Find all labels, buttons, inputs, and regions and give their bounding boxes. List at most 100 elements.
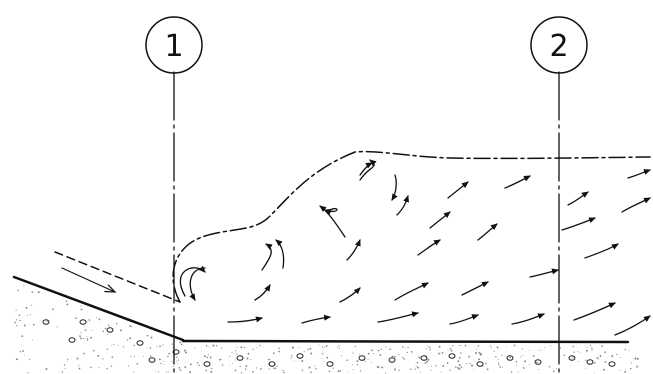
sediment-grain: [544, 347, 546, 349]
sediment-grain: [339, 370, 342, 372]
sediment-grain: [456, 366, 459, 369]
sediment-grain: [337, 370, 340, 373]
sediment-grain: [458, 344, 460, 346]
sediment-grain: [177, 359, 180, 361]
sediment-grain: [79, 335, 81, 337]
sediment-grain: [573, 351, 575, 353]
sediment-grain: [537, 369, 539, 370]
sediment-grain: [476, 349, 478, 351]
sediment-grain: [37, 291, 40, 294]
sediment-grain: [478, 351, 481, 354]
sediment-grain: [367, 352, 370, 355]
sediment-grain: [246, 357, 249, 360]
sediment-grain: [577, 351, 579, 353]
sediment-grain: [636, 365, 639, 368]
sediment-grain: [110, 345, 112, 347]
incoming-flow-arrow: [61, 267, 115, 292]
flow-arrow: [319, 205, 346, 238]
sediment-grain: [156, 346, 158, 348]
sediment-grain: [92, 349, 95, 352]
sediment-grain: [303, 351, 305, 353]
sediment-grain: [66, 303, 69, 306]
sediment-grain: [418, 356, 421, 359]
sediment-grain: [252, 370, 254, 373]
sediment-grain: [86, 337, 88, 340]
flow-arrow: [573, 302, 616, 321]
sediment-pebble: [358, 355, 366, 361]
sediment-grain: [252, 348, 254, 350]
sediment-grain: [126, 339, 129, 341]
sediment-grain: [339, 348, 341, 350]
sediment-grain: [31, 304, 33, 306]
sediment-grain: [501, 354, 503, 356]
sediment-grain: [441, 352, 444, 354]
sediment-grain: [378, 366, 380, 369]
sediment-grain: [210, 370, 213, 373]
sediment-grain: [184, 366, 187, 369]
section-label-1: 1: [164, 29, 183, 64]
sediment-grain: [629, 367, 632, 370]
sediment-grain: [67, 358, 69, 361]
sediment-grain: [133, 371, 135, 373]
sediment-grain: [477, 358, 480, 361]
sediment-grain: [632, 357, 634, 359]
sediment-grain: [189, 371, 192, 374]
sediment-grain: [516, 364, 517, 366]
sediment-grain: [231, 351, 233, 353]
sediment-grain: [437, 352, 439, 354]
sediment-grain: [325, 345, 328, 347]
sediment-grain: [75, 317, 77, 319]
sediment-grain: [406, 351, 408, 354]
sediment-pebble: [448, 353, 456, 359]
sediment-grain: [438, 352, 441, 355]
sediment-grain: [352, 368, 354, 371]
sediment-grain: [24, 354, 26, 356]
sediment-grain: [482, 365, 484, 368]
sediment-grain: [596, 357, 599, 359]
sediment-grain: [585, 349, 588, 352]
sediment-grain: [540, 349, 541, 351]
sediment-grain: [203, 355, 206, 358]
sediment-grain: [167, 355, 169, 358]
flow-arrow: [275, 239, 285, 269]
sediment-grain: [570, 365, 572, 367]
sediment-grain: [176, 356, 178, 358]
sediment-grain: [458, 357, 461, 359]
horizontal-bed-line: [181, 339, 630, 344]
sediment-grain: [84, 326, 86, 328]
sediment-grain: [23, 285, 25, 287]
sediment-grain: [66, 360, 68, 362]
sediment-grain: [133, 344, 135, 347]
sediment-grain: [159, 345, 161, 348]
sediment-grain: [78, 367, 81, 370]
flow-arrow: [627, 169, 651, 179]
sediment-grain: [473, 369, 475, 371]
sediment-grain: [597, 358, 599, 360]
sediment-grain: [510, 371, 513, 373]
sediment-grain: [391, 355, 394, 358]
sediment-grain: [385, 372, 387, 374]
sediment-grain: [91, 329, 93, 331]
incoming-surface-dashed-line: [54, 251, 181, 303]
sediment-grain: [315, 368, 317, 370]
sediment-grain: [268, 358, 271, 361]
sediment-grain: [21, 335, 24, 337]
sediment-grain: [401, 356, 404, 359]
sediment-pebble: [136, 340, 144, 346]
sediment-grain: [260, 345, 262, 347]
sediment-grain: [537, 349, 539, 351]
sediment-grain: [86, 321, 88, 323]
sediment-grain: [403, 358, 405, 360]
sediment-grain: [29, 358, 31, 360]
flow-arrow: [254, 284, 271, 301]
sediment-grain: [31, 291, 34, 293]
sediment-grain: [359, 370, 362, 372]
sediment-grain: [172, 365, 174, 367]
sediment-grain: [243, 346, 246, 349]
flow-arrow: [189, 267, 206, 301]
sediment-pebble: [268, 361, 276, 367]
sediment-grain: [215, 345, 218, 347]
sediment-grain: [211, 368, 213, 370]
sediment-grain: [340, 355, 342, 357]
sediment-grain: [356, 360, 359, 363]
